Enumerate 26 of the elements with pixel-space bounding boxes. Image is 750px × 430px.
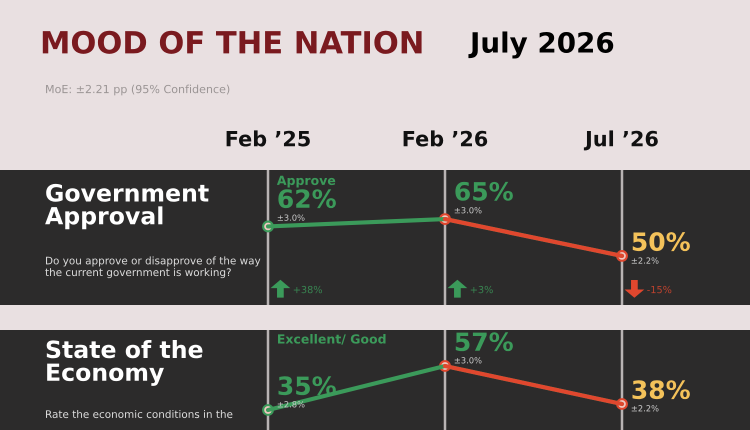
x-tick-label: Jul ’26 [584,130,658,150]
annotation: ±3.0% [454,357,482,364]
annotation: ±3.0% [278,214,305,221]
text: State of the Economy [46,340,202,386]
text: Do you approve or disapprove of the way the current government is working? [45,256,260,278]
text: Excellent/ Good [278,334,386,345]
data-label: 38% [632,380,690,400]
x-tick-label: Feb ’26 [404,130,488,147]
text: MoE: ±2.21 pp (95% Confidence) [46,84,230,96]
annotation: +38% [294,286,322,294]
text: Government Approval [45,184,209,230]
annotation: ±2.2% [632,257,659,264]
text: Rate the economic conditions in the [46,410,232,418]
x-tick-label: Feb ’25 [226,130,310,147]
data-label: 35% [278,376,336,396]
data-label: 57% [456,332,513,352]
annotation: ±3.0% [454,207,482,214]
text: MOOD OF THE NATION [42,30,422,54]
annotation: -15% [647,286,672,294]
text: Approve [276,176,336,188]
annotation: ±2.2% [632,405,659,412]
data-label: 62% [278,189,336,208]
data-label: 50% [632,232,690,252]
annotation: +3% [470,286,493,294]
data-label: 65% [455,182,513,201]
text: July 2026 [468,31,614,59]
